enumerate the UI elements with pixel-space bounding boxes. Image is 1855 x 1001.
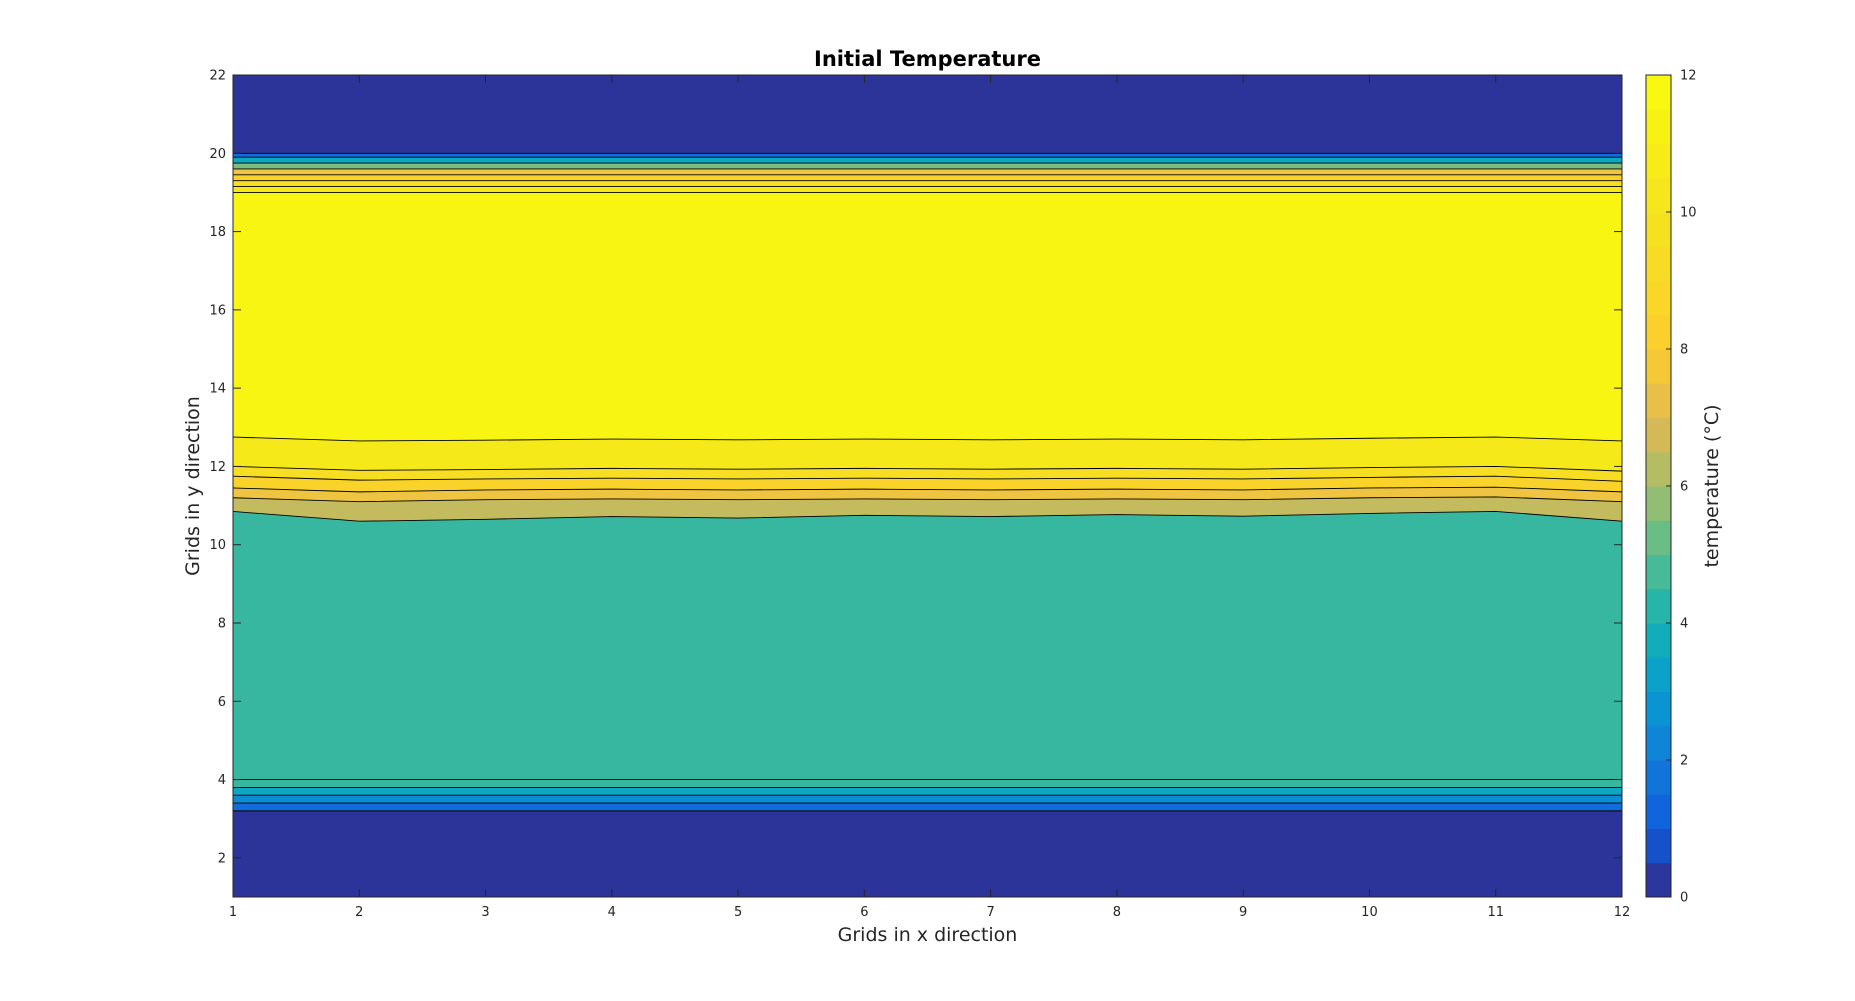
y-tick-label: 6 [218, 695, 226, 710]
colorbar-segment [1646, 520, 1671, 555]
contour-band [233, 810, 1622, 897]
y-axis-label: Grids in y direction [182, 396, 204, 576]
contour-band [233, 466, 1622, 482]
colorbar-tick-label: 2 [1680, 754, 1688, 769]
colorbar-segment [1646, 212, 1671, 247]
y-tick-label: 20 [209, 147, 226, 162]
contour-band [233, 779, 1622, 788]
contour-band-teal [233, 511, 1622, 780]
y-tick-label: 10 [209, 538, 226, 553]
x-tick-label: 11 [1487, 905, 1504, 920]
colorbar-segment [1646, 554, 1671, 590]
colorbar-segment [1646, 623, 1671, 658]
y-tick-label: 4 [218, 773, 226, 788]
colorbar-segment [1646, 349, 1671, 384]
contour-band [233, 163, 1622, 169]
x-tick-label: 8 [1113, 905, 1121, 920]
contour-line [232, 510, 1623, 522]
y-tick-label: 18 [209, 225, 226, 240]
contour-band [233, 174, 1622, 181]
contour-band [233, 75, 1622, 154]
contour-band [233, 180, 1622, 187]
colorbar-tick-label: 8 [1680, 343, 1688, 358]
contour-fill-layer [233, 75, 1622, 897]
x-axis-label: Grids in x direction [838, 924, 1018, 946]
x-tick-label: 9 [1239, 905, 1247, 920]
x-tick-label: 5 [734, 905, 742, 920]
x-tick-label: 3 [481, 905, 489, 920]
x-tick-label: 6 [860, 905, 868, 920]
contour-line [232, 486, 1623, 493]
contour-band [233, 787, 1622, 796]
colorbar-tick-label: 6 [1680, 480, 1688, 495]
x-tick-label: 12 [1614, 905, 1631, 920]
colorbar-segment [1646, 383, 1671, 418]
contour-band [233, 487, 1622, 502]
colorbar-segment [1646, 828, 1671, 864]
contour-band [233, 795, 1622, 804]
y-tick-label: 16 [209, 303, 226, 318]
y-tick-label: 2 [218, 851, 226, 866]
contour-band [233, 476, 1622, 492]
colorbar-tick-label: 0 [1680, 891, 1688, 906]
contour-line [232, 475, 1623, 482]
y-tick-label: 22 [209, 69, 226, 84]
contour-band [233, 186, 1622, 193]
x-tick-label: 7 [986, 905, 994, 920]
colorbar-segment [1646, 760, 1671, 795]
contour-band [233, 157, 1622, 164]
colorbar-segment [1646, 314, 1671, 350]
colorbar-tick-label: 12 [1680, 69, 1697, 84]
x-tick-label: 10 [1361, 905, 1378, 920]
contour-line [232, 496, 1623, 503]
colorbar-segment [1646, 794, 1671, 829]
plot-frame [232, 74, 1623, 898]
contour-band [233, 168, 1622, 175]
colorbar-segment [1646, 417, 1671, 453]
x-tick-label: 1 [229, 905, 237, 920]
contour-line [232, 465, 1623, 472]
colorbar-label: temperature (°C) [1701, 404, 1723, 567]
colorbar: 0 2 4 6 8 10 12 [1645, 69, 1697, 906]
x-tick-label: 2 [355, 905, 363, 920]
contour-band [233, 153, 1622, 158]
colorbar-segment [1646, 725, 1671, 761]
contour-band [233, 192, 1622, 441]
colorbar-segment [1646, 280, 1671, 316]
y-tick-label: 12 [209, 460, 226, 475]
colorbar-segment [1646, 862, 1671, 898]
colorbar-segment [1646, 657, 1671, 692]
colorbar-segment [1646, 177, 1671, 213]
contour-band [233, 803, 1622, 811]
colorbar-segment [1646, 109, 1671, 144]
colorbar-segment [1646, 451, 1671, 487]
colorbar-segment [1646, 486, 1671, 521]
colorbar-tick-label: 10 [1680, 206, 1697, 221]
x-axis: 1 2 3 4 5 6 7 8 9 10 11 12 [229, 75, 1630, 920]
colorbar-segment [1646, 691, 1671, 727]
colorbar-segment [1646, 588, 1671, 624]
colorbar-segment [1646, 75, 1671, 110]
y-axis: 2 4 6 8 10 12 14 16 18 20 22 [209, 69, 1622, 866]
contour-line [232, 436, 1623, 442]
contour-band [233, 437, 1622, 472]
colorbar-tick-label: 4 [1680, 617, 1688, 632]
y-tick-label: 14 [209, 382, 226, 397]
contour-line-layer [232, 152, 1623, 812]
colorbar-segment [1646, 143, 1671, 179]
chart-title: Initial Temperature [814, 47, 1041, 71]
y-tick-label: 8 [218, 617, 226, 632]
colorbar-segment [1646, 246, 1671, 281]
x-tick-label: 4 [608, 905, 616, 920]
